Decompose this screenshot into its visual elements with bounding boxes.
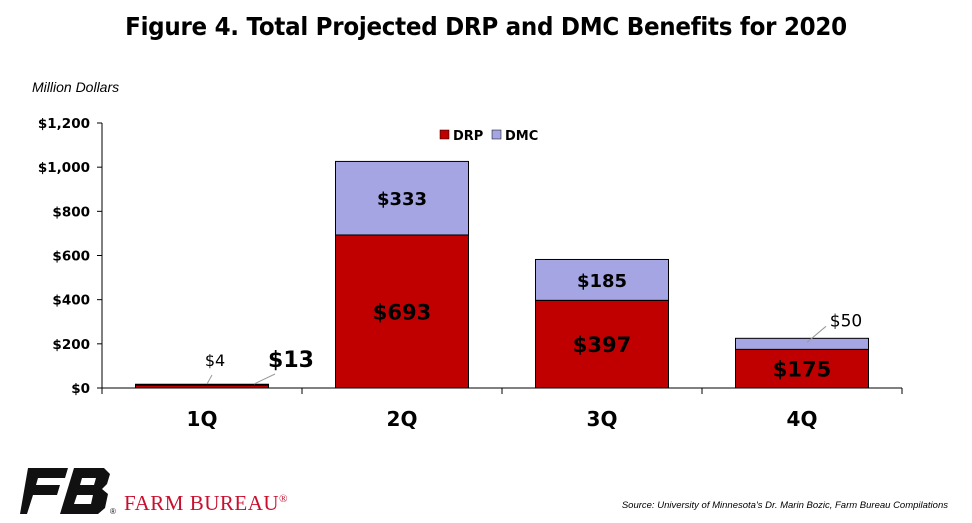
bar-drp	[735, 348, 869, 389]
x-tick-label: 4Q	[787, 407, 818, 431]
data-label-dmc: $333	[377, 189, 427, 210]
brand-name: FARM BUREAU®	[124, 491, 288, 515]
legend-swatch-dmc	[491, 129, 502, 140]
legend-label-drp: DRP	[453, 129, 483, 144]
bar-drp	[535, 299, 669, 389]
data-label-drp: $693	[373, 300, 431, 324]
x-tick-label: 2Q	[387, 407, 418, 431]
bar-drp	[335, 234, 469, 389]
data-label-drp: $397	[573, 333, 631, 357]
bar-dmc	[135, 383, 269, 386]
y-tick-label: $800	[52, 204, 90, 220]
legend-swatch-drp	[439, 129, 450, 140]
y-tick-label: $1,200	[38, 116, 90, 132]
legend-label-dmc: DMC	[505, 129, 538, 144]
x-tick-label: 3Q	[587, 407, 618, 431]
data-label-drp: $13	[268, 348, 314, 373]
y-tick-label: $400	[52, 293, 90, 309]
data-label-drp: $175	[773, 358, 831, 382]
leader-line	[206, 374, 213, 385]
source-note: Source: University of Minnesota's Dr. Ma…	[621, 500, 948, 511]
y-tick-label: $600	[52, 249, 90, 265]
y-axis-unit-label: Million Dollars	[32, 79, 120, 95]
data-label-dmc: $185	[577, 271, 627, 292]
bar-dmc	[535, 258, 669, 301]
chart-title: Figure 4. Total Projected DRP and DMC Be…	[125, 12, 847, 41]
y-tick-label: $200	[52, 337, 90, 353]
leader-line	[253, 373, 276, 385]
data-label-dmc: $50	[830, 311, 862, 331]
svg-text:®: ®	[110, 507, 116, 516]
y-tick-label: $0	[71, 381, 90, 397]
data-label-dmc: $4	[205, 351, 225, 370]
x-tick-label: 1Q	[187, 407, 218, 431]
y-tick-label: $1,000	[38, 160, 90, 176]
bar-dmc	[735, 337, 869, 350]
stacked-bar-chart: $0 $200 $400 $600 $800 $1,000 $1,200 1Q 2Q 3Q 4Q $1…	[38, 116, 903, 431]
bar-dmc	[335, 160, 469, 236]
farm-bureau-logo-icon: ®	[20, 468, 116, 516]
leader-line	[806, 325, 827, 343]
